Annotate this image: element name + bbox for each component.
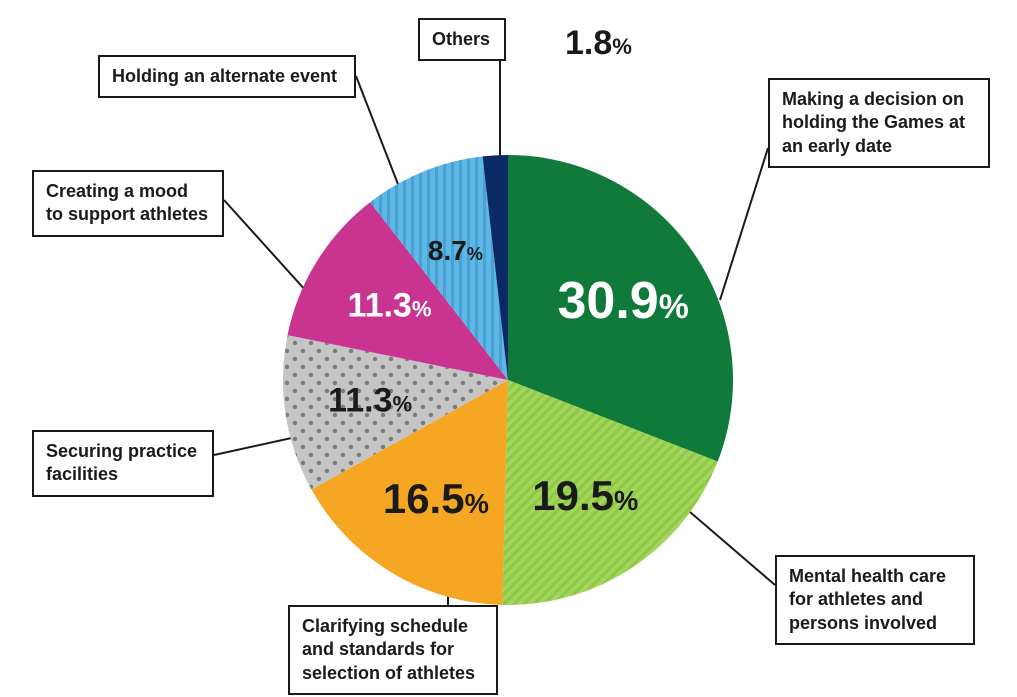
callout-line: Clarifying schedule xyxy=(302,615,484,638)
callout-others: Others xyxy=(418,18,506,61)
pie-chart xyxy=(283,155,733,605)
callout-securing-facilities: Securing practicefacilities xyxy=(32,430,214,497)
callout-line: facilities xyxy=(46,463,200,486)
slice-pct-securing-facilities: 11.3% xyxy=(328,382,412,421)
callout-clarifying-schedule: Clarifying scheduleand standards forsele… xyxy=(288,605,498,695)
callout-line: persons involved xyxy=(789,612,961,635)
slice-pct-others: 1.8% xyxy=(565,24,632,63)
pie-svg xyxy=(283,155,733,605)
callout-line: Securing practice xyxy=(46,440,200,463)
callout-creating-mood: Creating a moodto support athletes xyxy=(32,170,224,237)
callout-line: to support athletes xyxy=(46,203,210,226)
slice-pct-creating-mood: 11.3% xyxy=(348,287,432,326)
callout-line: Making a decision on xyxy=(782,88,976,111)
callout-line: for athletes and xyxy=(789,588,961,611)
slice-pct-clarifying-schedule: 16.5% xyxy=(383,475,489,523)
callout-alternate-event: Holding an alternate event xyxy=(98,55,356,98)
callout-line: and standards for xyxy=(302,638,484,661)
callout-line: selection of athletes xyxy=(302,662,484,685)
callout-line: Holding an alternate event xyxy=(112,65,342,88)
slice-pct-mental-health: 19.5% xyxy=(532,472,638,520)
callout-line: Others xyxy=(432,28,492,51)
callout-mental-health: Mental health carefor athletes andperson… xyxy=(775,555,975,645)
slice-pct-early-decision: 30.9% xyxy=(557,271,688,331)
slice-pct-alternate-event: 8.7% xyxy=(428,235,483,267)
callout-line: Creating a mood xyxy=(46,180,210,203)
callout-line: Mental health care xyxy=(789,565,961,588)
callout-early-decision: Making a decision onholding the Games at… xyxy=(768,78,990,168)
callout-line: holding the Games at xyxy=(782,111,976,134)
callout-line: an early date xyxy=(782,135,976,158)
